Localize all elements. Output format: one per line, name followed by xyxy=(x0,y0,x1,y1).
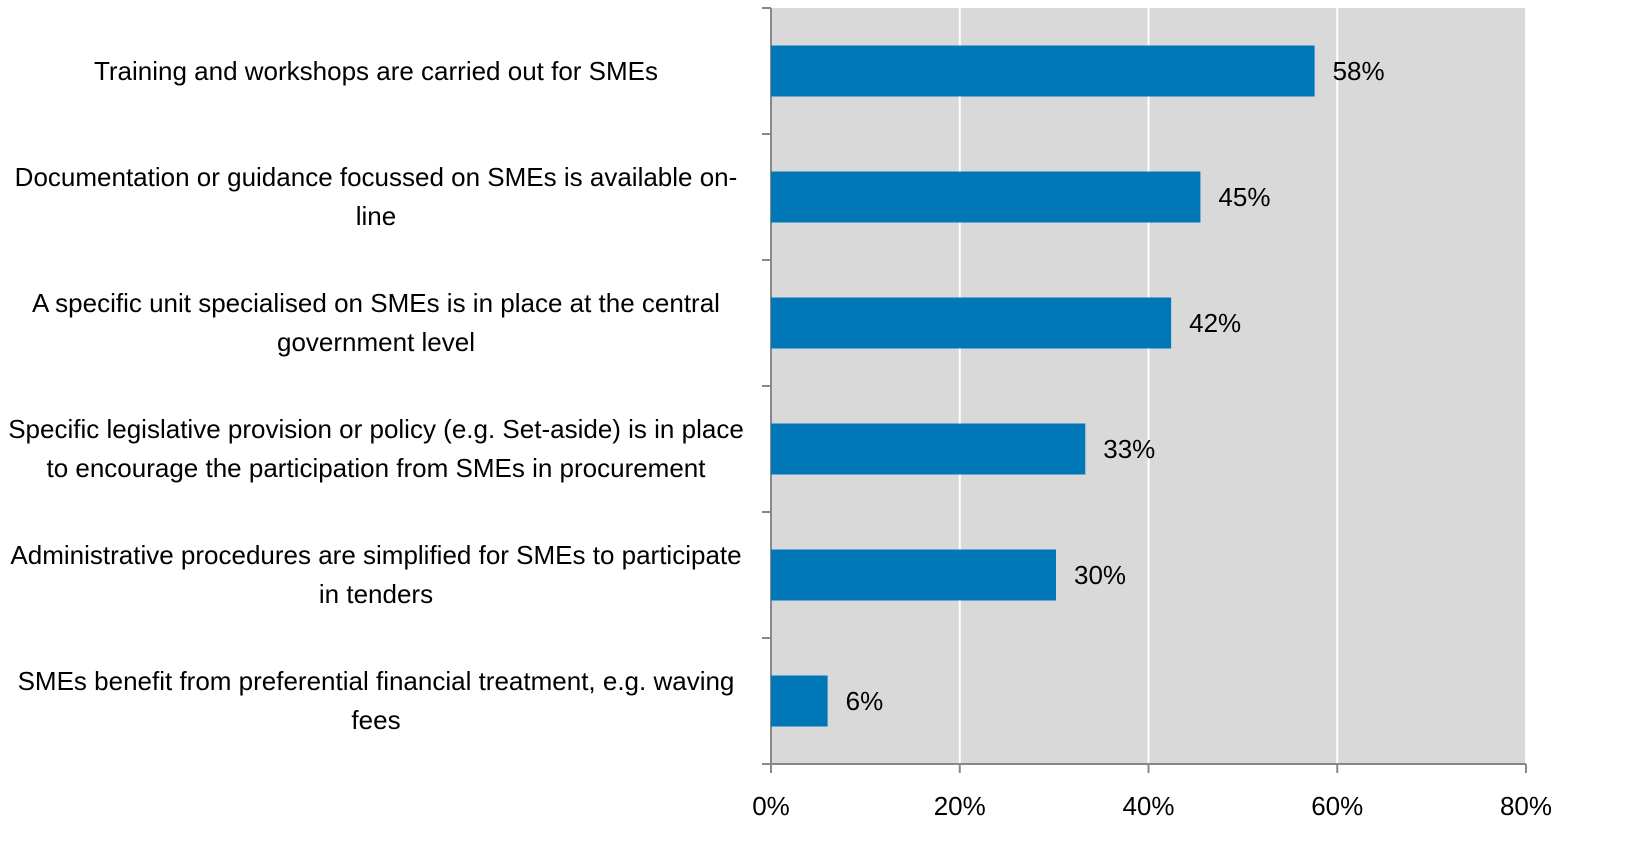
x-tick-label: 0% xyxy=(752,791,790,821)
x-tick-label: 40% xyxy=(1122,791,1174,821)
bar xyxy=(771,549,1057,601)
x-tick-label: 20% xyxy=(934,791,986,821)
bar xyxy=(771,45,1315,97)
data-label: 58% xyxy=(1333,56,1385,86)
data-label: 6% xyxy=(846,686,884,716)
bar xyxy=(771,675,828,727)
y-tick-label: Administrative procedures are simplified… xyxy=(10,540,742,609)
bar xyxy=(771,297,1172,349)
data-label: 45% xyxy=(1218,182,1270,212)
data-label: 42% xyxy=(1189,308,1241,338)
data-label: 33% xyxy=(1103,434,1155,464)
x-tick-label: 60% xyxy=(1311,791,1363,821)
x-tick-label: 80% xyxy=(1500,791,1552,821)
bar xyxy=(771,423,1086,475)
y-tick-label: Documentation or guidance focussed on SM… xyxy=(14,162,738,231)
y-tick-label: SMEs benefit from preferential financial… xyxy=(17,666,735,735)
bar xyxy=(771,171,1201,223)
data-label: 30% xyxy=(1074,560,1126,590)
y-tick-label: A specific unit specialised on SMEs is i… xyxy=(32,288,720,357)
y-tick-label: Specific legislative provision or policy… xyxy=(8,414,744,483)
y-tick-label: Training and workshops are carried out f… xyxy=(93,55,659,86)
